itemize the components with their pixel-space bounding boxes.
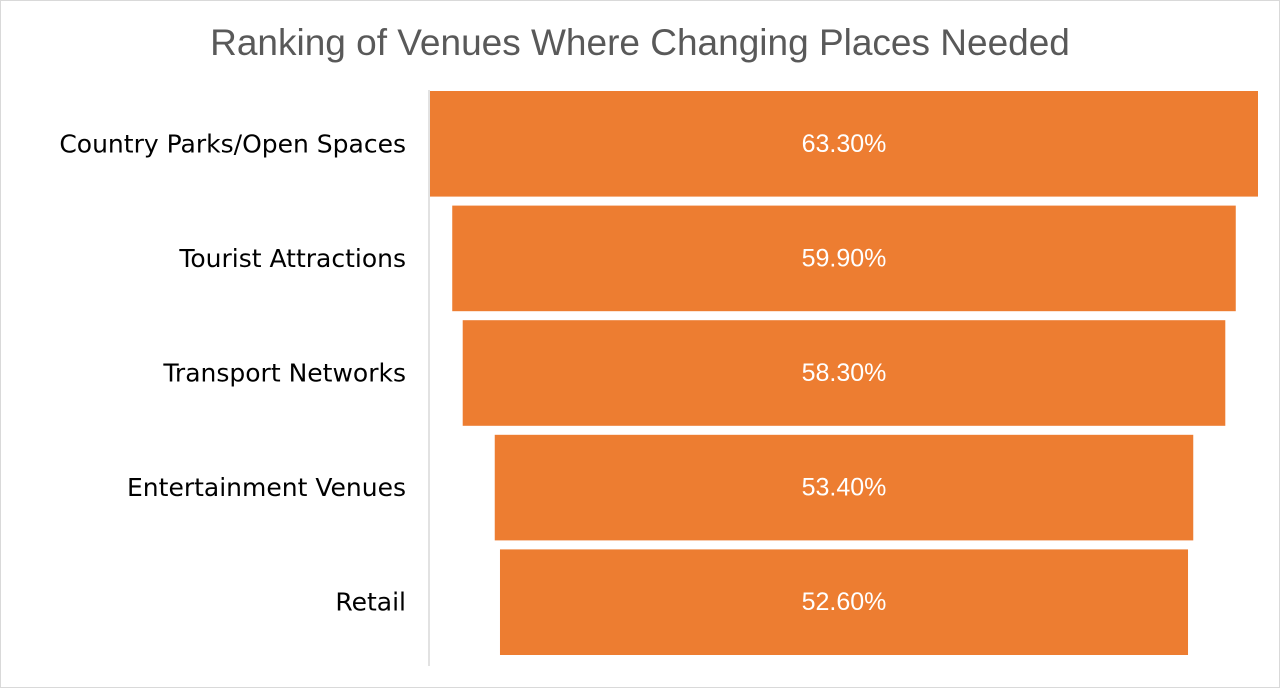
bar-2 xyxy=(462,320,1226,426)
data-label-1: 59.90% xyxy=(802,244,887,272)
data-label-4: 52.60% xyxy=(802,588,887,616)
bars-group: 63.30% Country Parks/Open Spaces 59.90% Tou… xyxy=(59,91,1258,655)
bar-1 xyxy=(452,205,1236,312)
category-label-1: Tourist Attractions xyxy=(178,244,406,273)
bar-4 xyxy=(499,549,1189,655)
chart-title: Ranking of Venues Where Changing Places … xyxy=(210,22,1070,63)
category-label-4: Retail xyxy=(335,588,406,617)
bar-0 xyxy=(430,91,1258,197)
bar-3 xyxy=(494,434,1194,541)
category-label-0: Country Parks/Open Spaces xyxy=(59,129,406,158)
data-label-2: 58.30% xyxy=(802,359,887,387)
data-label-0: 63.30% xyxy=(802,130,887,158)
data-label-3: 53.40% xyxy=(802,474,887,502)
category-label-3: Entertainment Venues xyxy=(127,473,406,502)
category-label-2: Transport Networks xyxy=(162,359,406,388)
